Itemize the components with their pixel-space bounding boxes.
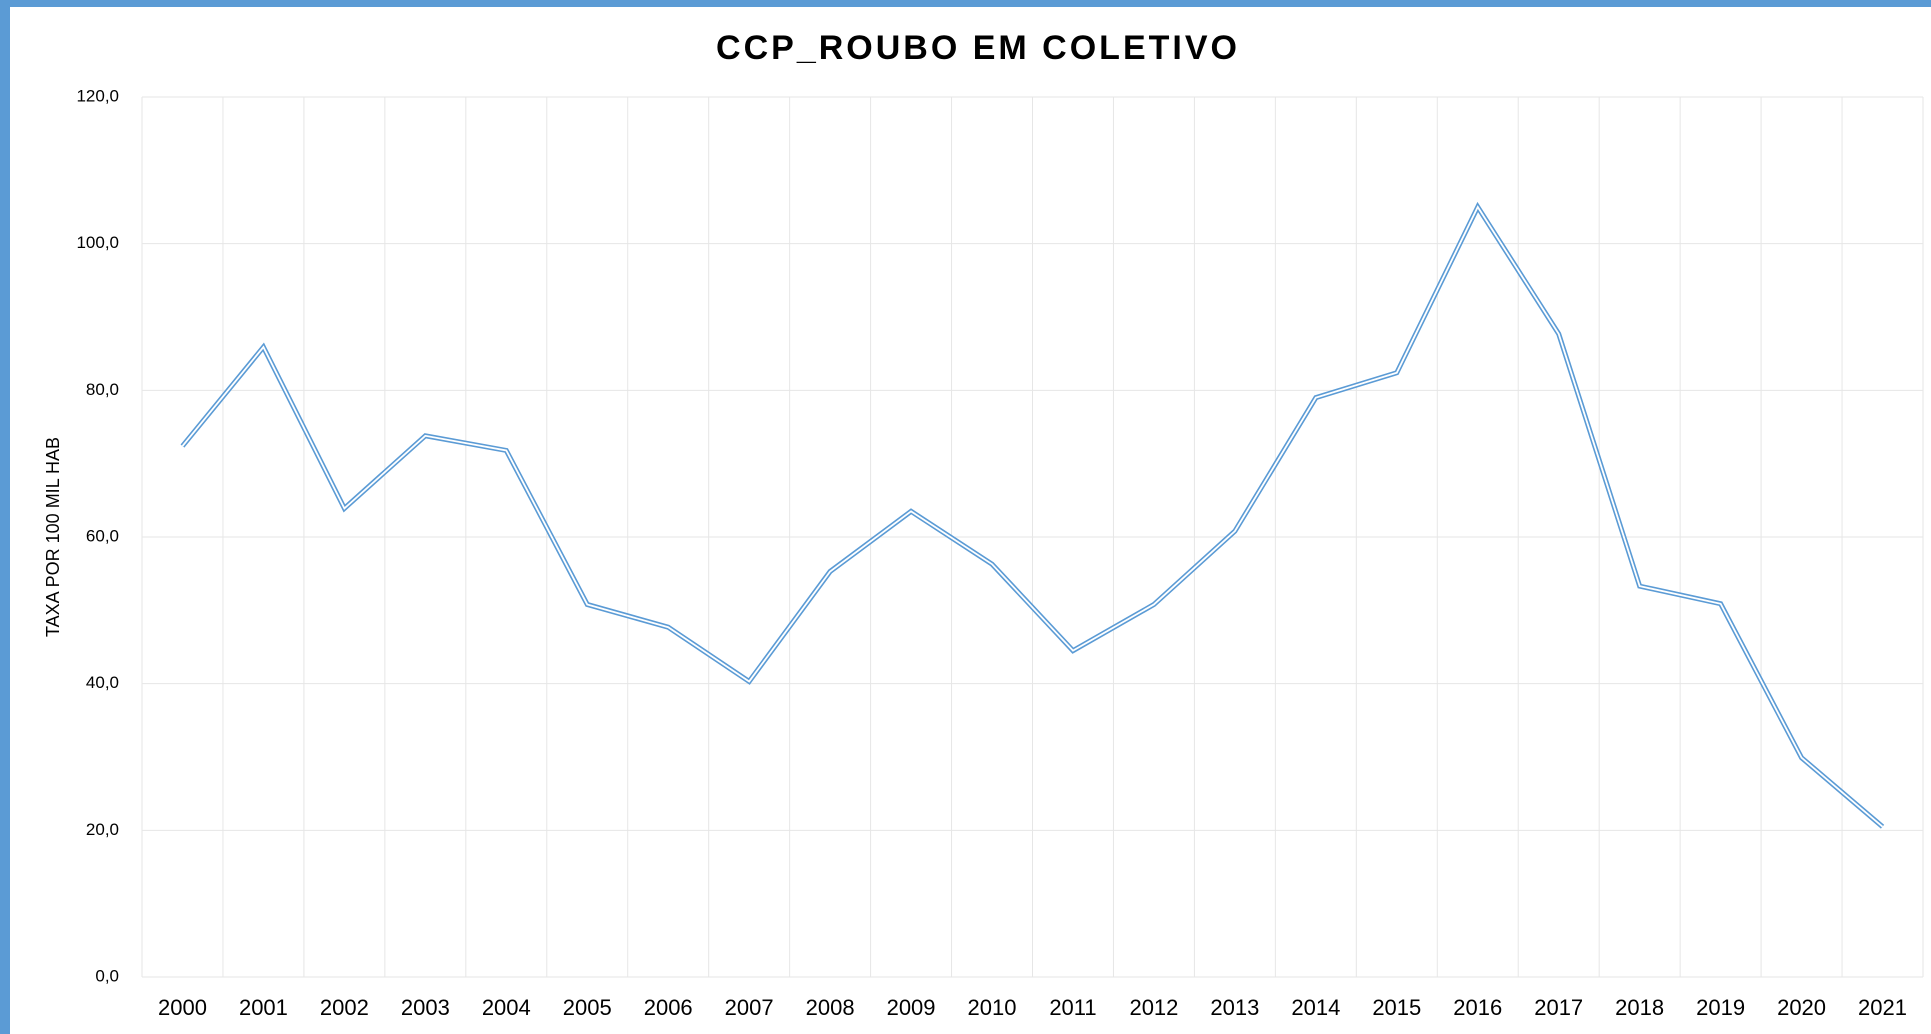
x-tick-label: 2016: [1453, 995, 1502, 1020]
x-tick-label: 2009: [887, 995, 936, 1020]
frame-left: [0, 0, 10, 1034]
y-axis-label: TAXA POR 100 MIL HAB: [43, 437, 63, 637]
y-tick-label: 20,0: [86, 820, 119, 839]
x-tick-label: 2017: [1534, 995, 1583, 1020]
x-tick-label: 2002: [320, 995, 369, 1020]
y-tick-label: 0,0: [95, 966, 119, 985]
x-tick-label: 2005: [563, 995, 612, 1020]
y-tick-label: 80,0: [86, 380, 119, 399]
x-tick-label: 2008: [806, 995, 855, 1020]
x-tick-label: 2015: [1372, 995, 1421, 1020]
x-tick-label: 2013: [1210, 995, 1259, 1020]
x-tick-label: 2021: [1858, 995, 1907, 1020]
x-tick-label: 2019: [1696, 995, 1745, 1020]
x-tick-label: 2007: [725, 995, 774, 1020]
y-tick-label: 100,0: [76, 233, 119, 252]
x-tick-label: 2012: [1129, 995, 1178, 1020]
x-tick-label: 2003: [401, 995, 450, 1020]
x-tick-label: 2011: [1049, 995, 1096, 1020]
chart-title: CCP_ROUBO EM COLETIVO: [716, 29, 1240, 67]
x-tick-label: 2018: [1615, 995, 1664, 1020]
y-tick-label: 120,0: [76, 86, 119, 105]
x-tick-label: 2000: [158, 995, 207, 1020]
y-tick-label: 60,0: [86, 526, 119, 545]
series-line-inner: [181, 205, 1884, 828]
x-tick-label: 2014: [1291, 995, 1340, 1020]
x-tick-label: 2020: [1777, 995, 1826, 1020]
x-tick-label: 2006: [644, 995, 693, 1020]
x-tick-label: 2004: [482, 995, 531, 1020]
x-tick-label: 2001: [239, 995, 288, 1020]
y-tick-label: 40,0: [86, 673, 119, 692]
x-tick-label: 2010: [968, 995, 1017, 1020]
frame-top: [0, 0, 1931, 7]
